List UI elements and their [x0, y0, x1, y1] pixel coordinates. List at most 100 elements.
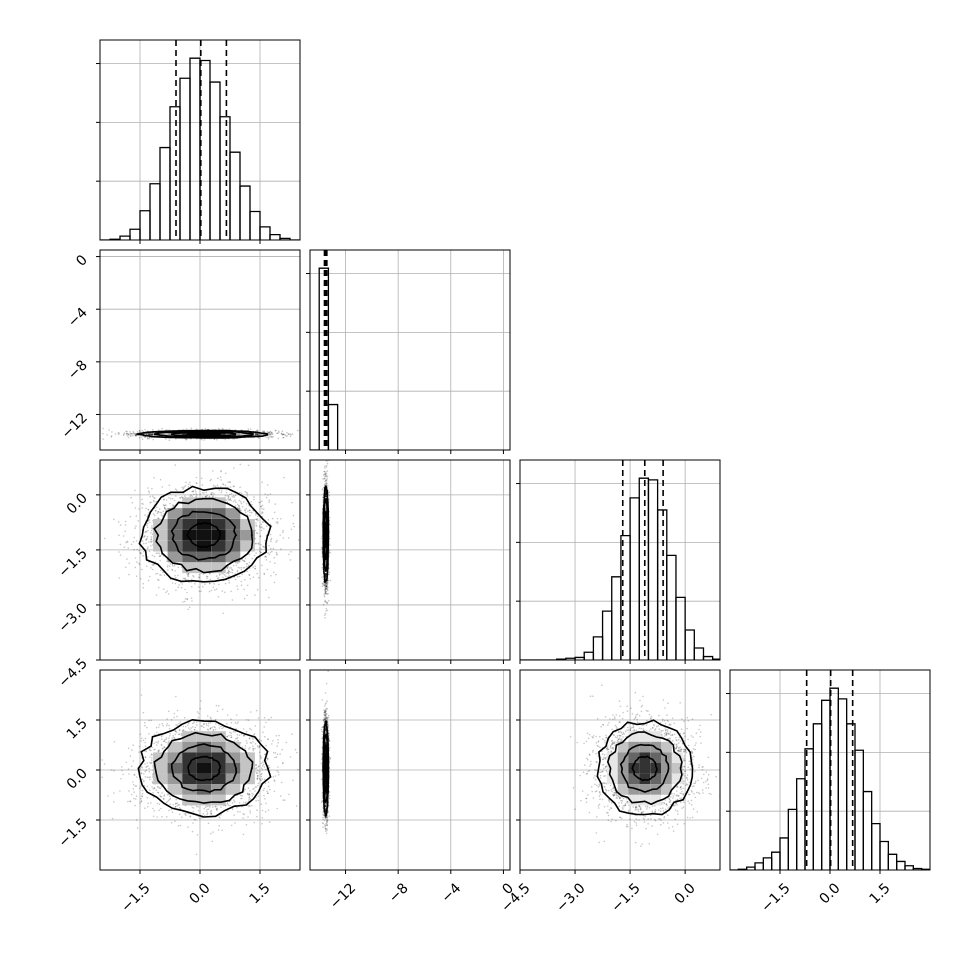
density-cell [225, 508, 241, 519]
sample-point [192, 822, 194, 824]
density-cell [211, 773, 226, 785]
sample-point [267, 792, 269, 795]
sample-point [236, 575, 239, 578]
sample-point [160, 511, 163, 514]
sample-point [321, 555, 324, 558]
sample-point [280, 432, 283, 435]
sample-point [269, 436, 271, 438]
sample-point [153, 563, 155, 566]
sample-point [236, 585, 238, 587]
histogram-bar [583, 651, 595, 660]
sample-point [605, 765, 607, 768]
sample-point [253, 821, 255, 824]
sample-point [177, 574, 179, 577]
sample-point [614, 717, 616, 720]
sample-point [185, 428, 188, 430]
sample-point [187, 573, 190, 575]
sample-point [274, 752, 277, 754]
sample-point [163, 504, 165, 507]
sample-point [255, 532, 258, 534]
density-cell [211, 540, 226, 552]
sample-point [172, 504, 175, 507]
sample-point [226, 735, 229, 738]
sample-point [269, 434, 272, 436]
sample-point [236, 569, 239, 572]
sample-point [275, 541, 278, 543]
sample-point [184, 495, 186, 497]
sample-point [110, 769, 113, 771]
sample-point [612, 787, 615, 789]
sample-point [153, 742, 155, 745]
sample-point [243, 566, 246, 569]
sample-point [257, 519, 259, 522]
histogram-panel-0 [100, 40, 300, 240]
sample-point [119, 790, 121, 792]
sample-point [147, 509, 150, 511]
sample-point [159, 555, 161, 557]
sample-point [206, 577, 208, 580]
sample-point [165, 801, 168, 804]
sample-point [203, 814, 206, 817]
sample-point [163, 574, 166, 576]
density-cell [240, 433, 255, 436]
sample-point [694, 796, 697, 799]
sample-point [140, 785, 142, 788]
sample-point [199, 493, 201, 496]
sample-point [172, 505, 175, 508]
histogram-bar [647, 479, 659, 660]
sample-point [132, 744, 135, 746]
sample-point [210, 717, 212, 720]
contour-line [153, 430, 254, 438]
sample-point [688, 793, 691, 796]
sample-point [323, 592, 326, 595]
sample-point [626, 800, 629, 803]
sample-point [699, 731, 702, 733]
sample-point [229, 498, 231, 501]
sample-point [150, 802, 152, 804]
sample-point [667, 822, 669, 824]
sample-point [136, 561, 138, 563]
sample-point [262, 761, 264, 763]
sample-point [168, 737, 170, 739]
sample-point [679, 740, 682, 742]
sample-point [143, 550, 145, 553]
sample-point [685, 751, 688, 754]
sample-point [676, 794, 678, 796]
sample-point [579, 774, 581, 777]
sample-point [282, 762, 284, 765]
contour-line [170, 510, 238, 561]
sample-point [274, 429, 277, 432]
sample-point [203, 726, 205, 729]
sample-point [292, 779, 294, 782]
sample-point [626, 802, 628, 804]
sample-point [589, 695, 592, 697]
sample-point [199, 817, 201, 820]
sample-point [232, 500, 235, 503]
sample-point [221, 829, 223, 832]
sample-point [638, 819, 640, 821]
density-cell [240, 763, 255, 774]
sample-point [148, 437, 151, 440]
sample-point [201, 492, 204, 494]
density-cell [196, 497, 212, 509]
sample-point [162, 797, 165, 800]
sample-point [141, 540, 144, 542]
sample-point [266, 484, 269, 486]
contour-line [186, 521, 221, 549]
histogram-bar [762, 857, 773, 870]
sample-point [325, 581, 328, 584]
sample-point [264, 798, 266, 800]
sample-point [272, 776, 275, 778]
sample-point [256, 433, 259, 435]
sample-point [690, 804, 693, 806]
sample-point [261, 772, 263, 775]
sample-point [138, 436, 141, 439]
sample-point [682, 748, 685, 751]
sample-point [679, 786, 682, 789]
sample-point [282, 799, 285, 801]
sample-point [192, 726, 194, 728]
sample-point [122, 434, 125, 437]
sample-point [621, 799, 623, 802]
sample-point [654, 811, 656, 814]
sample-point [611, 740, 613, 743]
